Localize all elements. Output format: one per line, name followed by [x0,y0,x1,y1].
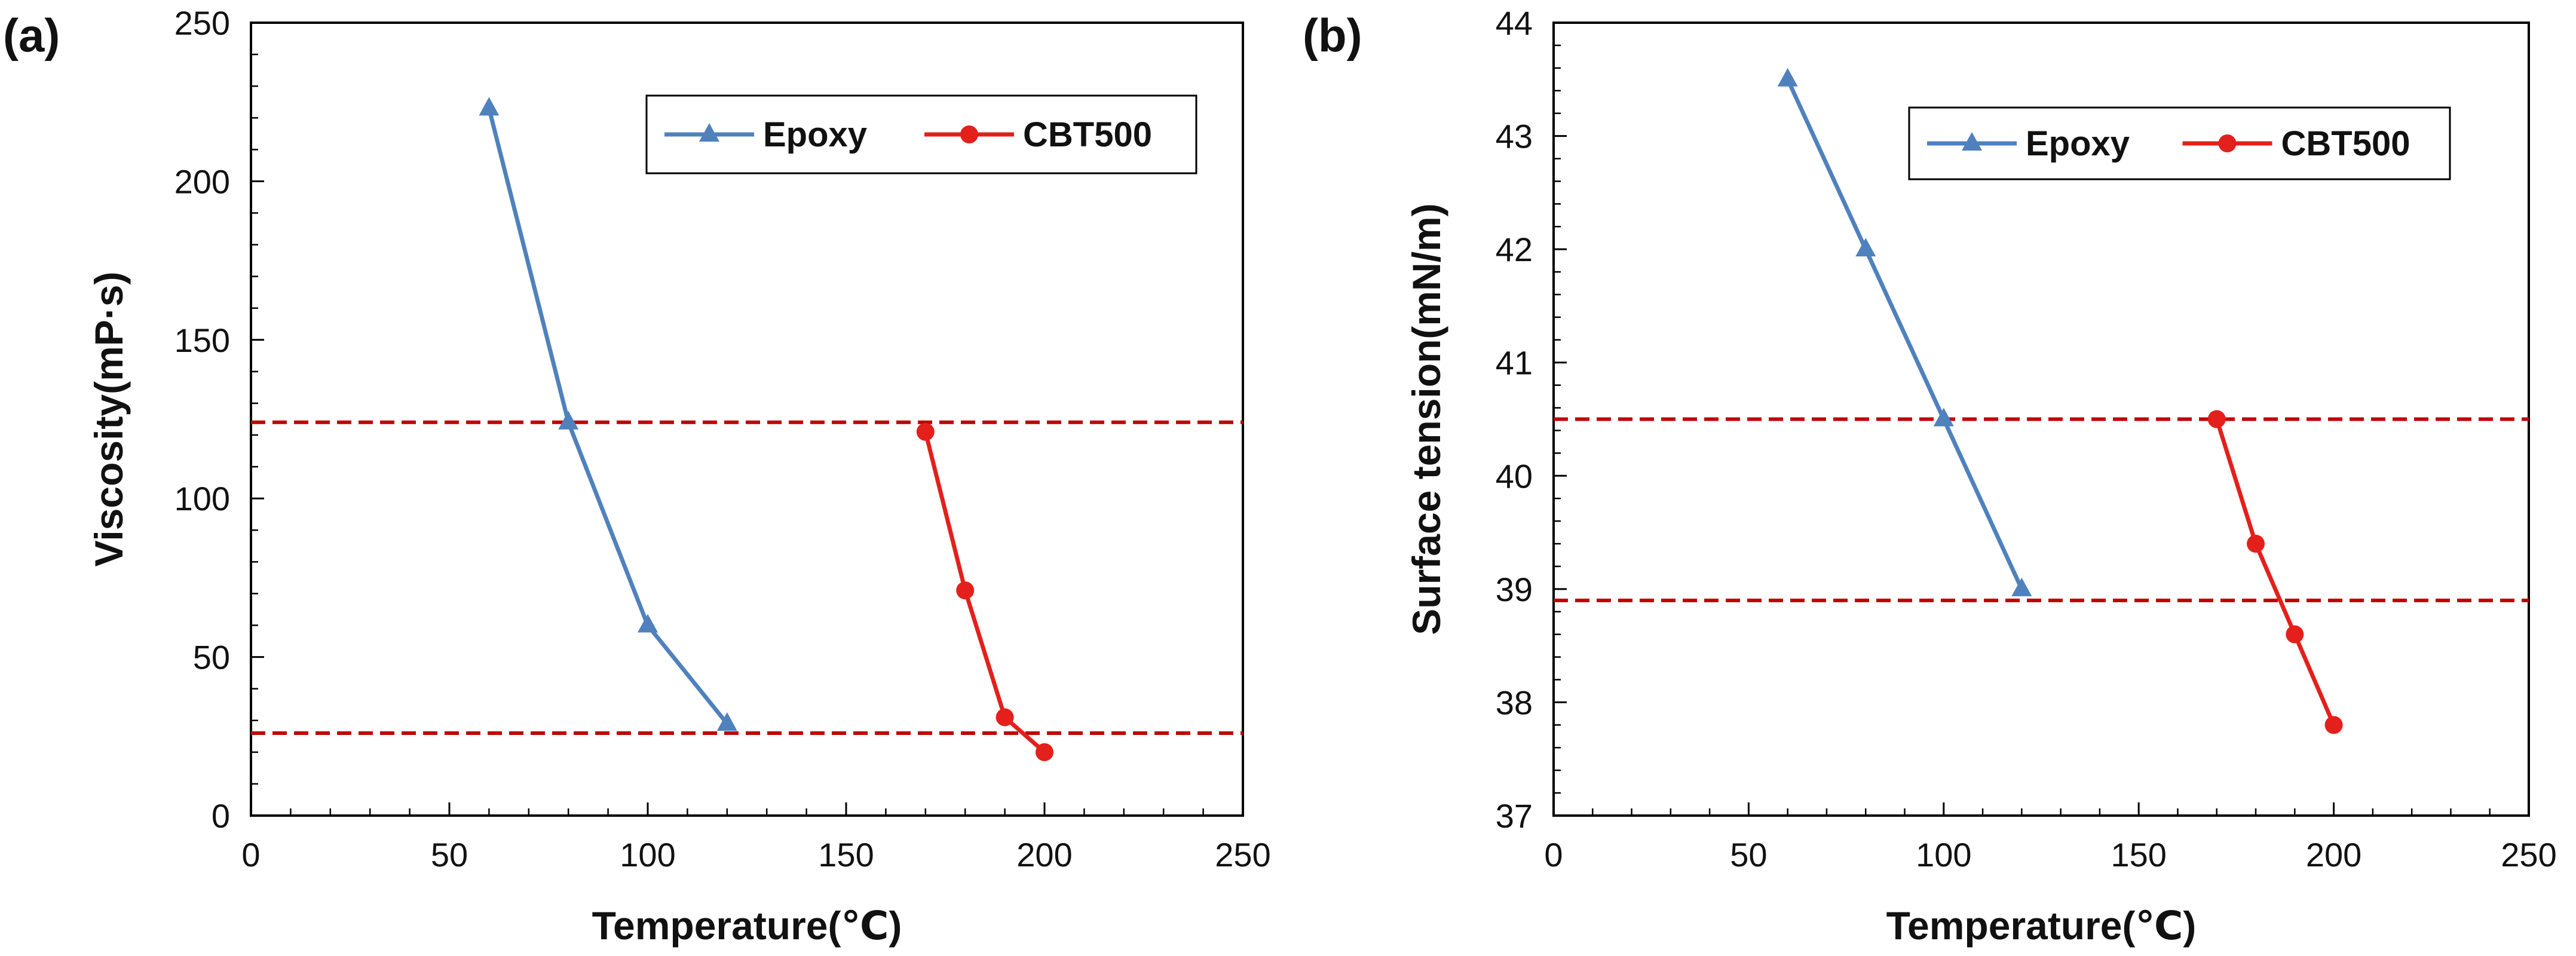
data-point-cbt500 [2324,716,2343,734]
legend: Epoxy CBT500 [645,94,1197,174]
x-tick-label: 0 [241,836,260,874]
x-tick-label: 100 [620,836,675,874]
data-point-epoxy [1933,407,1954,427]
x-tick-label: 200 [2306,836,2361,874]
x-axis-title: Temperature(℃) [592,903,902,948]
series-line-cbt500 [2214,418,2336,726]
x-tick-label: 200 [1016,836,1072,874]
x-tick-label: 50 [431,836,468,874]
data-point-cbt500 [2286,625,2304,644]
legend-marker-epoxy [1962,132,1982,151]
data-point-epoxy [716,712,737,731]
y-tick-label: 0 [212,797,230,835]
legend: Epoxy CBT500 [1908,106,2451,180]
series-line-epoxy [1785,78,2024,590]
y-tick-label: 50 [193,639,230,676]
x-tick-label: 150 [818,836,874,874]
data-point-epoxy [558,410,579,430]
y-tick-label: 42 [1496,231,1533,268]
legend-label-epoxy: Epoxy [763,115,867,154]
legend-label-epoxy: Epoxy [2026,124,2130,163]
legend-marker-cbt500 [960,125,978,143]
y-tick-label: 250 [174,4,230,42]
series-line-epoxy [487,108,729,725]
x-tick-label: 0 [1544,836,1563,874]
x-tick-label: 100 [1916,836,1971,874]
x-tick-label: 250 [1215,836,1270,874]
y-tick-label: 43 [1496,118,1533,155]
y-tick-label: 38 [1496,684,1533,721]
y-tick-label: 200 [174,163,230,200]
y-tick-label: 40 [1496,457,1533,495]
data-point-cbt500 [996,708,1014,727]
data-point-epoxy [479,97,500,116]
y-tick-label: 100 [174,480,230,517]
x-tick-label: 150 [2111,836,2166,874]
data-point-epoxy [638,614,658,633]
panel-label: (a) [3,9,60,62]
y-tick-label: 150 [174,321,230,359]
chart-panel-b: (b) 0 50 100 150 200 250 37 38 39 40 41 42 43 44 Temper… [1303,4,2557,948]
y-axis-title: Surface tension(mN/m) [1404,203,1448,635]
data-point-epoxy [1777,68,1798,87]
series-line-cbt500 [923,431,1046,754]
x-tick-label: 50 [1730,836,1767,874]
x-axis-title: Temperature(℃) [1886,903,2197,948]
y-axis-title: Viscosity(mP·s) [87,272,131,567]
legend-marker-cbt500 [2218,134,2237,152]
data-point-epoxy [2011,577,2032,596]
legend-label-cbt500: CBT500 [1023,115,1152,154]
chart-panel-a: (a) 0 50 100 150 200 250 0 50 100 150 200 250 Tempera… [3,4,1271,948]
legend-marker-epoxy [699,123,719,142]
y-tick-label: 37 [1496,797,1533,835]
data-point-cbt500 [2207,410,2226,428]
y-tick-label: 41 [1496,344,1533,382]
data-point-cbt500 [956,581,975,600]
x-tick-label: 250 [2501,836,2556,874]
plot-frame [250,22,1244,817]
y-tick-label: 39 [1496,571,1533,608]
panel-label: (b) [1303,9,1362,62]
y-tick-label: 44 [1496,4,1533,42]
data-point-cbt500 [1036,743,1053,761]
legend-label-cbt500: CBT500 [2281,124,2410,163]
data-point-epoxy [1855,238,1876,257]
data-point-cbt500 [916,422,935,441]
data-point-cbt500 [2247,535,2265,553]
